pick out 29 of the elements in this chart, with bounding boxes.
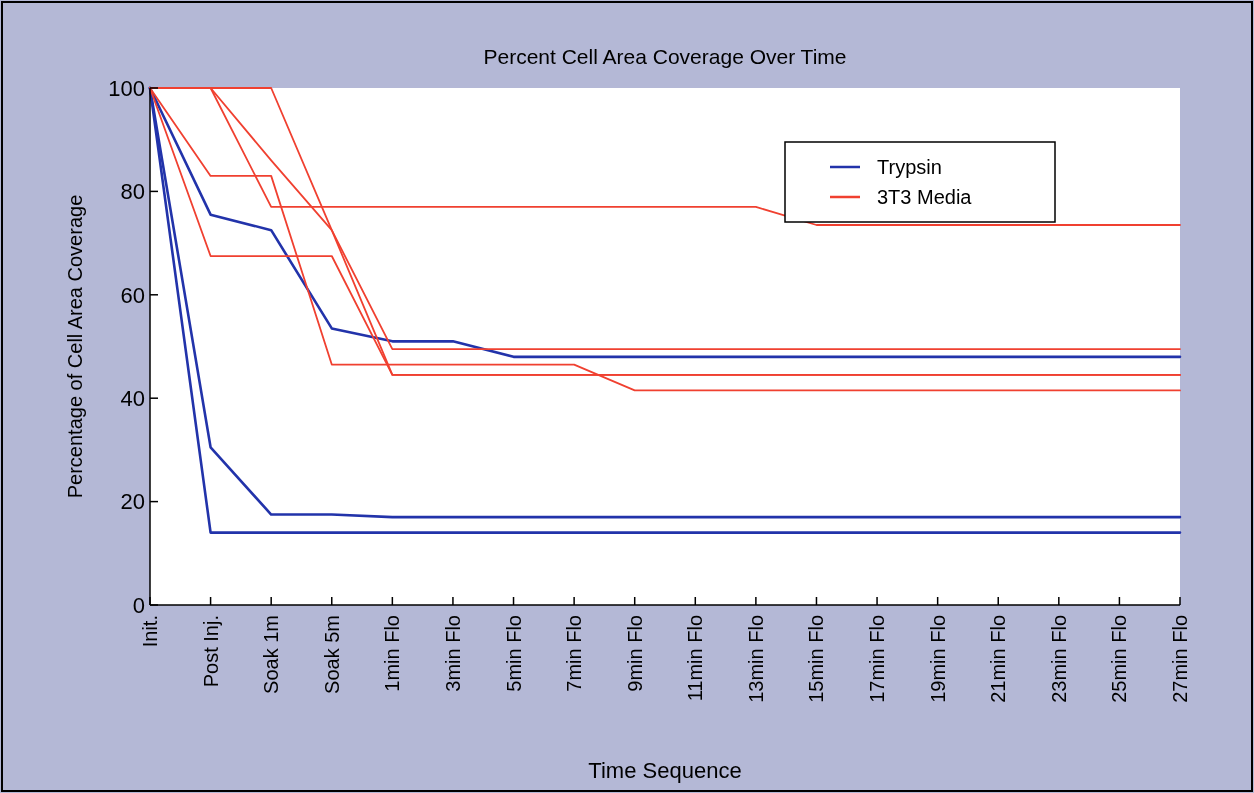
y-tick-label: 0 — [132, 592, 145, 618]
x-tick-label: 7min Flo — [563, 615, 586, 692]
legend-label: 3T3 Media — [877, 186, 973, 208]
x-tick-label: Soak 1m — [260, 615, 283, 694]
x-tick-label: Soak 5m — [320, 615, 343, 694]
x-tick-label: 23min Flo — [1047, 615, 1070, 703]
y-tick-label: 100 — [108, 75, 145, 101]
y-tick-label: 60 — [120, 282, 145, 308]
y-tick-label: 20 — [120, 489, 145, 515]
x-tick-label: 21min Flo — [987, 615, 1010, 703]
x-tick-label: 25min Flo — [1108, 615, 1131, 703]
legend-label: Trypsin — [877, 156, 942, 178]
x-tick-label: 9min Flo — [623, 615, 646, 692]
x-tick-label: 5min Flo — [502, 615, 525, 692]
x-tick-label: 15min Flo — [805, 615, 828, 703]
y-axis-title: Percentage of Cell Area Coverage — [64, 194, 86, 499]
x-tick-label: Init. — [139, 615, 161, 648]
x-tick-label: 13min Flo — [744, 615, 767, 703]
x-tick-label: 27min Flo — [1169, 615, 1191, 703]
x-tick-label: 3min Flo — [441, 615, 464, 692]
x-tick-label: Post Inj. — [199, 615, 222, 688]
x-tick-label: 1min Flo — [381, 615, 404, 692]
x-tick-label: 19min Flo — [926, 615, 949, 703]
y-tick-label: 80 — [120, 179, 145, 205]
x-axis-title: Time Sequence — [588, 758, 742, 783]
x-tick-label: 17min Flo — [866, 615, 889, 703]
chart-title: Percent Cell Area Coverage Over Time — [483, 45, 847, 68]
y-tick-label: 40 — [120, 385, 145, 411]
x-tick-label: 11min Flo — [684, 615, 707, 702]
